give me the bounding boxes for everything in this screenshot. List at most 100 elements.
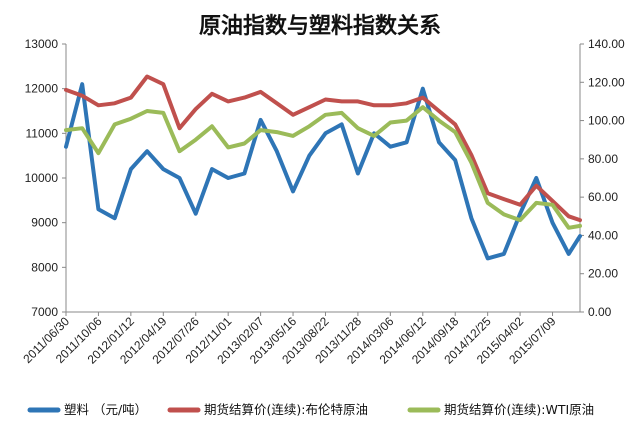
- data-point: [96, 207, 100, 211]
- data-point: [388, 103, 392, 107]
- data-point: [534, 184, 538, 188]
- data-point: [323, 97, 328, 102]
- data-point: [388, 120, 392, 125]
- data-point: [291, 113, 295, 117]
- data-point: [242, 141, 246, 146]
- legend-label: 塑料 （元/吨）: [64, 402, 147, 417]
- data-point: [372, 103, 376, 107]
- data-point: [469, 153, 473, 157]
- y-left-tick-label: 9000: [31, 216, 58, 230]
- data-point: [453, 122, 457, 126]
- data-point: [307, 105, 311, 109]
- data-point: [578, 218, 582, 222]
- data-point: [226, 176, 230, 180]
- y-right-tick-label: 20.00: [588, 267, 618, 281]
- data-point: [405, 101, 409, 105]
- data-point: [161, 167, 165, 171]
- data-point: [356, 99, 360, 103]
- data-point: [242, 96, 246, 100]
- data-point: [405, 119, 409, 123]
- data-point: [259, 90, 263, 94]
- data-point: [210, 92, 214, 96]
- data-point: [275, 130, 279, 134]
- data-point: [80, 126, 84, 130]
- data-point: [323, 113, 328, 117]
- data-point: [323, 131, 328, 135]
- data-point: [518, 203, 522, 207]
- data-point: [226, 145, 230, 149]
- data-point: [502, 212, 506, 216]
- y-left-tick-label: 10000: [25, 171, 59, 185]
- data-point: [80, 94, 84, 98]
- data-point: [291, 134, 295, 138]
- data-point: [486, 201, 490, 205]
- legend-label: 期货结算价(连续):布伦特原油: [204, 402, 368, 417]
- data-point: [64, 128, 68, 132]
- data-point: [372, 134, 376, 138]
- data-point: [550, 199, 555, 203]
- data-point: [96, 103, 100, 107]
- data-point: [567, 214, 571, 218]
- data-point: [80, 82, 84, 86]
- data-point: [275, 101, 279, 105]
- data-point: [145, 74, 149, 79]
- data-point: [356, 126, 360, 130]
- data-point: [177, 126, 182, 130]
- data-point: [437, 119, 441, 123]
- data-point: [518, 218, 522, 222]
- data-point: [388, 145, 392, 149]
- data-point: [567, 226, 571, 230]
- data-point: [453, 130, 457, 134]
- data-point: [242, 171, 246, 176]
- data-point: [161, 82, 165, 86]
- y-right-tick-label: 140.00: [588, 37, 625, 51]
- data-point: [437, 109, 441, 113]
- y-right-tick-label: 0.00: [588, 305, 612, 319]
- y-right-tick-label: 40.00: [588, 228, 618, 242]
- data-point: [405, 140, 409, 144]
- data-point: [453, 158, 457, 162]
- data-point: [145, 109, 149, 113]
- data-point: [340, 111, 344, 115]
- data-point: [113, 122, 117, 126]
- data-point: [129, 167, 133, 171]
- data-point: [64, 88, 68, 92]
- y-right-tick-label: 80.00: [588, 152, 618, 166]
- data-point: [129, 117, 133, 121]
- data-point: [421, 96, 425, 100]
- y-left-tick-label: 12000: [25, 82, 59, 96]
- data-point: [550, 203, 555, 207]
- data-point: [145, 149, 149, 153]
- data-point: [307, 124, 311, 128]
- data-point: [567, 252, 571, 256]
- y-left-tick-label: 11000: [26, 126, 59, 140]
- y-right-tick-label: 120.00: [588, 75, 625, 89]
- data-point: [469, 216, 473, 220]
- data-point: [421, 105, 425, 109]
- data-point: [578, 224, 582, 228]
- data-point: [437, 140, 441, 144]
- data-point: [340, 99, 344, 103]
- data-point: [534, 176, 538, 180]
- data-point: [486, 191, 490, 195]
- data-point: [578, 234, 582, 238]
- data-point: [502, 197, 506, 201]
- data-point: [534, 201, 538, 205]
- data-point: [226, 99, 230, 103]
- data-point: [113, 101, 117, 105]
- data-point: [96, 151, 100, 155]
- data-point: [210, 124, 214, 128]
- data-point: [502, 252, 506, 256]
- data-point: [259, 118, 263, 122]
- data-point: [340, 122, 344, 126]
- y-right-tick-label: 60.00: [588, 190, 618, 204]
- data-point: [550, 221, 555, 225]
- data-point: [518, 212, 522, 216]
- data-point: [64, 145, 68, 149]
- plot-area: [66, 44, 580, 312]
- data-point: [469, 161, 473, 165]
- data-point: [161, 111, 165, 115]
- data-point: [307, 154, 311, 158]
